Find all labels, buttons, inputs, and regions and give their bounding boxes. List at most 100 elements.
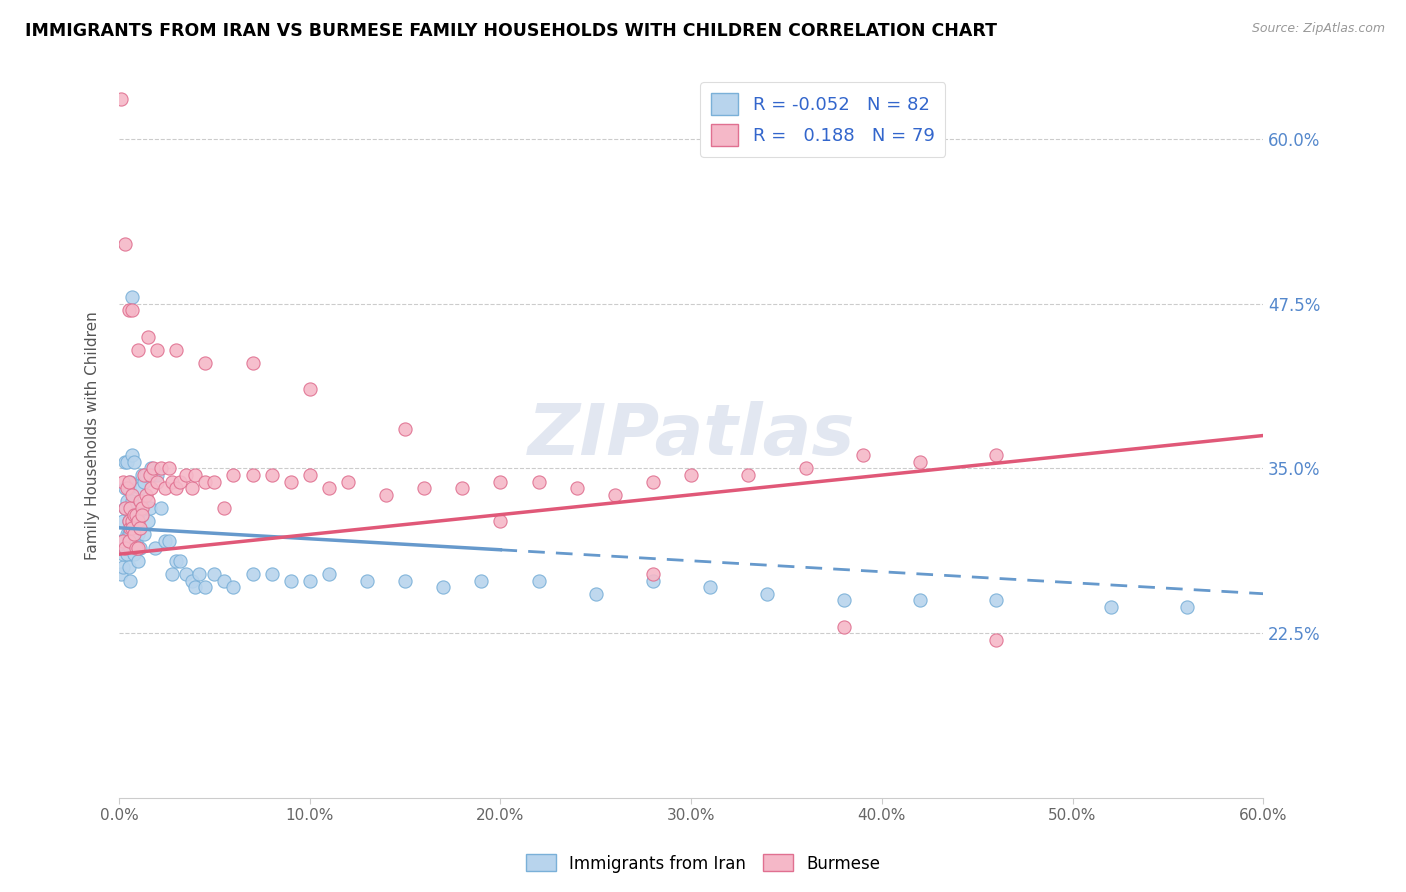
Point: [222, 580, 245, 594]
Point: [117, 514, 139, 528]
Point: [121, 494, 143, 508]
Point: [143, 541, 166, 555]
Point: [280, 574, 302, 588]
Point: [318, 481, 340, 495]
Point: [125, 508, 148, 522]
Point: [121, 448, 143, 462]
Point: [124, 521, 146, 535]
Point: [188, 566, 211, 581]
Point: [129, 541, 152, 555]
Point: [125, 533, 148, 548]
Point: [127, 343, 149, 357]
Point: [150, 461, 173, 475]
Point: [212, 501, 235, 516]
Point: [527, 574, 550, 588]
Point: [127, 514, 149, 528]
Point: [114, 501, 136, 516]
Point: [260, 468, 283, 483]
Point: [110, 566, 132, 581]
Point: [138, 501, 160, 516]
Point: [120, 574, 142, 588]
Point: [986, 448, 1008, 462]
Point: [125, 527, 148, 541]
Point: [169, 475, 191, 489]
Point: [150, 501, 173, 516]
Point: [280, 475, 302, 489]
Point: [986, 632, 1008, 647]
Point: [120, 501, 142, 516]
Point: [121, 514, 143, 528]
Point: [111, 533, 134, 548]
Point: [908, 455, 931, 469]
Point: [146, 475, 169, 489]
Point: [489, 514, 512, 528]
Point: [641, 566, 664, 581]
Point: [132, 475, 155, 489]
Point: [124, 455, 146, 469]
Point: [117, 475, 139, 489]
Point: [394, 422, 416, 436]
Point: [222, 468, 245, 483]
Point: [413, 481, 436, 495]
Point: [146, 468, 169, 483]
Point: [641, 574, 664, 588]
Point: [165, 343, 187, 357]
Point: [298, 383, 321, 397]
Point: [127, 554, 149, 568]
Point: [125, 541, 148, 555]
Point: [141, 461, 163, 475]
Point: [184, 468, 207, 483]
Point: [121, 488, 143, 502]
Point: [111, 547, 134, 561]
Point: [157, 461, 180, 475]
Point: [120, 475, 142, 489]
Point: [298, 574, 321, 588]
Point: [117, 481, 139, 495]
Point: [111, 475, 134, 489]
Point: [114, 237, 136, 252]
Point: [260, 566, 283, 581]
Point: [117, 560, 139, 574]
Point: [603, 488, 626, 502]
Point: [136, 514, 159, 528]
Point: [110, 92, 132, 106]
Point: [121, 303, 143, 318]
Point: [125, 508, 148, 522]
Point: [180, 574, 202, 588]
Point: [202, 475, 225, 489]
Point: [120, 527, 142, 541]
Point: [832, 593, 855, 607]
Point: [1099, 599, 1122, 614]
Point: [136, 494, 159, 508]
Point: [298, 468, 321, 483]
Point: [174, 566, 197, 581]
Point: [114, 481, 136, 495]
Point: [117, 527, 139, 541]
Point: [117, 533, 139, 548]
Point: [142, 468, 165, 483]
Point: [162, 475, 184, 489]
Point: [356, 574, 378, 588]
Point: [242, 356, 264, 370]
Point: [180, 481, 202, 495]
Point: [117, 514, 139, 528]
Point: [832, 620, 855, 634]
Point: [146, 343, 169, 357]
Point: [115, 527, 138, 541]
Point: [153, 481, 176, 495]
Point: [127, 508, 149, 522]
Point: [432, 580, 454, 594]
Point: [121, 290, 143, 304]
Y-axis label: Family Households with Children: Family Households with Children: [86, 311, 100, 560]
Point: [336, 475, 359, 489]
Legend: Immigrants from Iran, Burmese: Immigrants from Iran, Burmese: [519, 847, 887, 880]
Point: [129, 481, 152, 495]
Point: [131, 468, 153, 483]
Point: [174, 468, 197, 483]
Point: [165, 554, 187, 568]
Point: [124, 547, 146, 561]
Point: [153, 533, 176, 548]
Point: [117, 527, 139, 541]
Point: [142, 461, 165, 475]
Point: [184, 580, 207, 594]
